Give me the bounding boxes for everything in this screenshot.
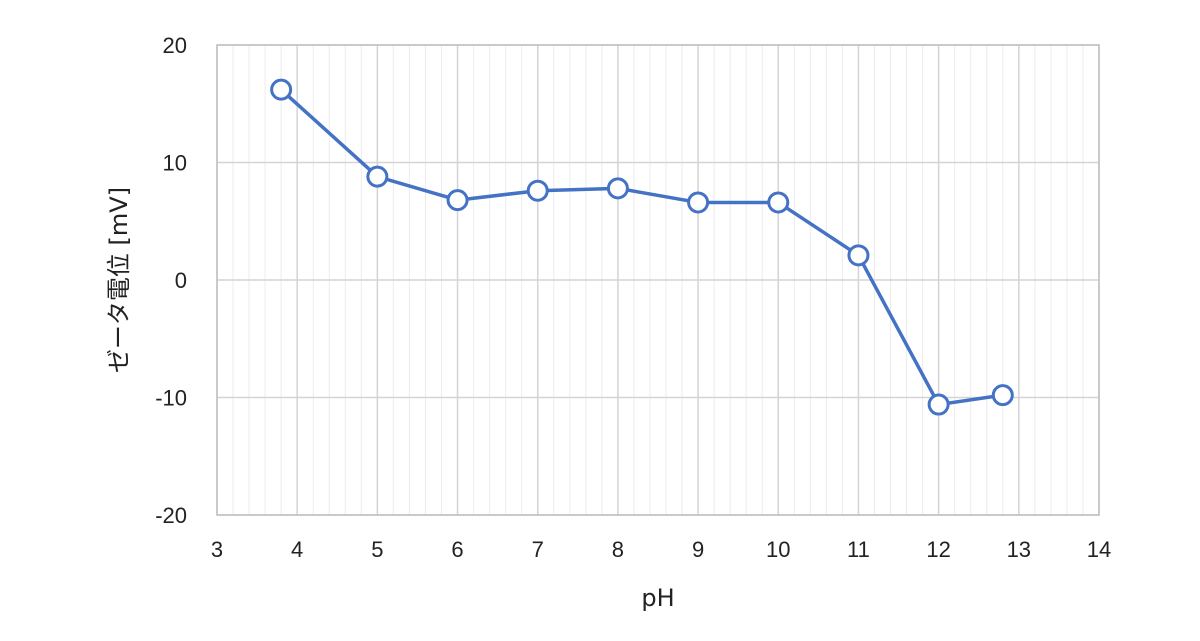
plot-area-border <box>216 44 1100 516</box>
x-tick-label: 13 <box>1007 537 1031 562</box>
series-line <box>279 88 1004 407</box>
x-tick-label: 6 <box>451 537 463 562</box>
x-tick-label: 14 <box>1087 537 1111 562</box>
data-point-marker <box>767 191 790 214</box>
data-point-marker <box>687 191 710 214</box>
data-point-marker <box>847 244 870 267</box>
x-tick-label: 11 <box>847 537 870 562</box>
x-tick-label: 8 <box>612 537 624 562</box>
data-point-marker <box>270 78 293 101</box>
y-tick-label: -10 <box>155 386 187 411</box>
data-point-marker <box>606 177 629 200</box>
x-tick-label: 12 <box>926 537 950 562</box>
x-tick-label: 5 <box>371 537 383 562</box>
data-point-marker <box>927 393 950 416</box>
x-axis-title: pH <box>641 584 674 612</box>
y-tick-label: 20 <box>163 33 187 58</box>
y-tick-label: -20 <box>155 503 187 528</box>
x-tick-label: 9 <box>692 537 704 562</box>
major-gridlines <box>216 44 1100 516</box>
data-point-marker <box>991 384 1014 407</box>
y-tick-label: 10 <box>163 151 187 176</box>
x-tick-labels: 3 4 5 6 7 8 9 10 11 12 13 14 <box>211 537 1111 562</box>
y-tick-label: 0 <box>175 268 187 293</box>
x-tick-label: 3 <box>211 537 223 562</box>
data-point-marker <box>366 165 389 188</box>
y-axis-title: ゼータ電位 [mV] <box>105 187 133 373</box>
data-point-marker <box>446 189 469 212</box>
x-tick-label: 10 <box>766 537 790 562</box>
y-tick-labels: 20 10 0 -10 -20 <box>155 33 187 528</box>
data-point-marker <box>526 179 549 202</box>
series-layer <box>270 78 1014 416</box>
x-tick-label: 7 <box>532 537 544 562</box>
x-tick-label: 4 <box>291 537 303 562</box>
